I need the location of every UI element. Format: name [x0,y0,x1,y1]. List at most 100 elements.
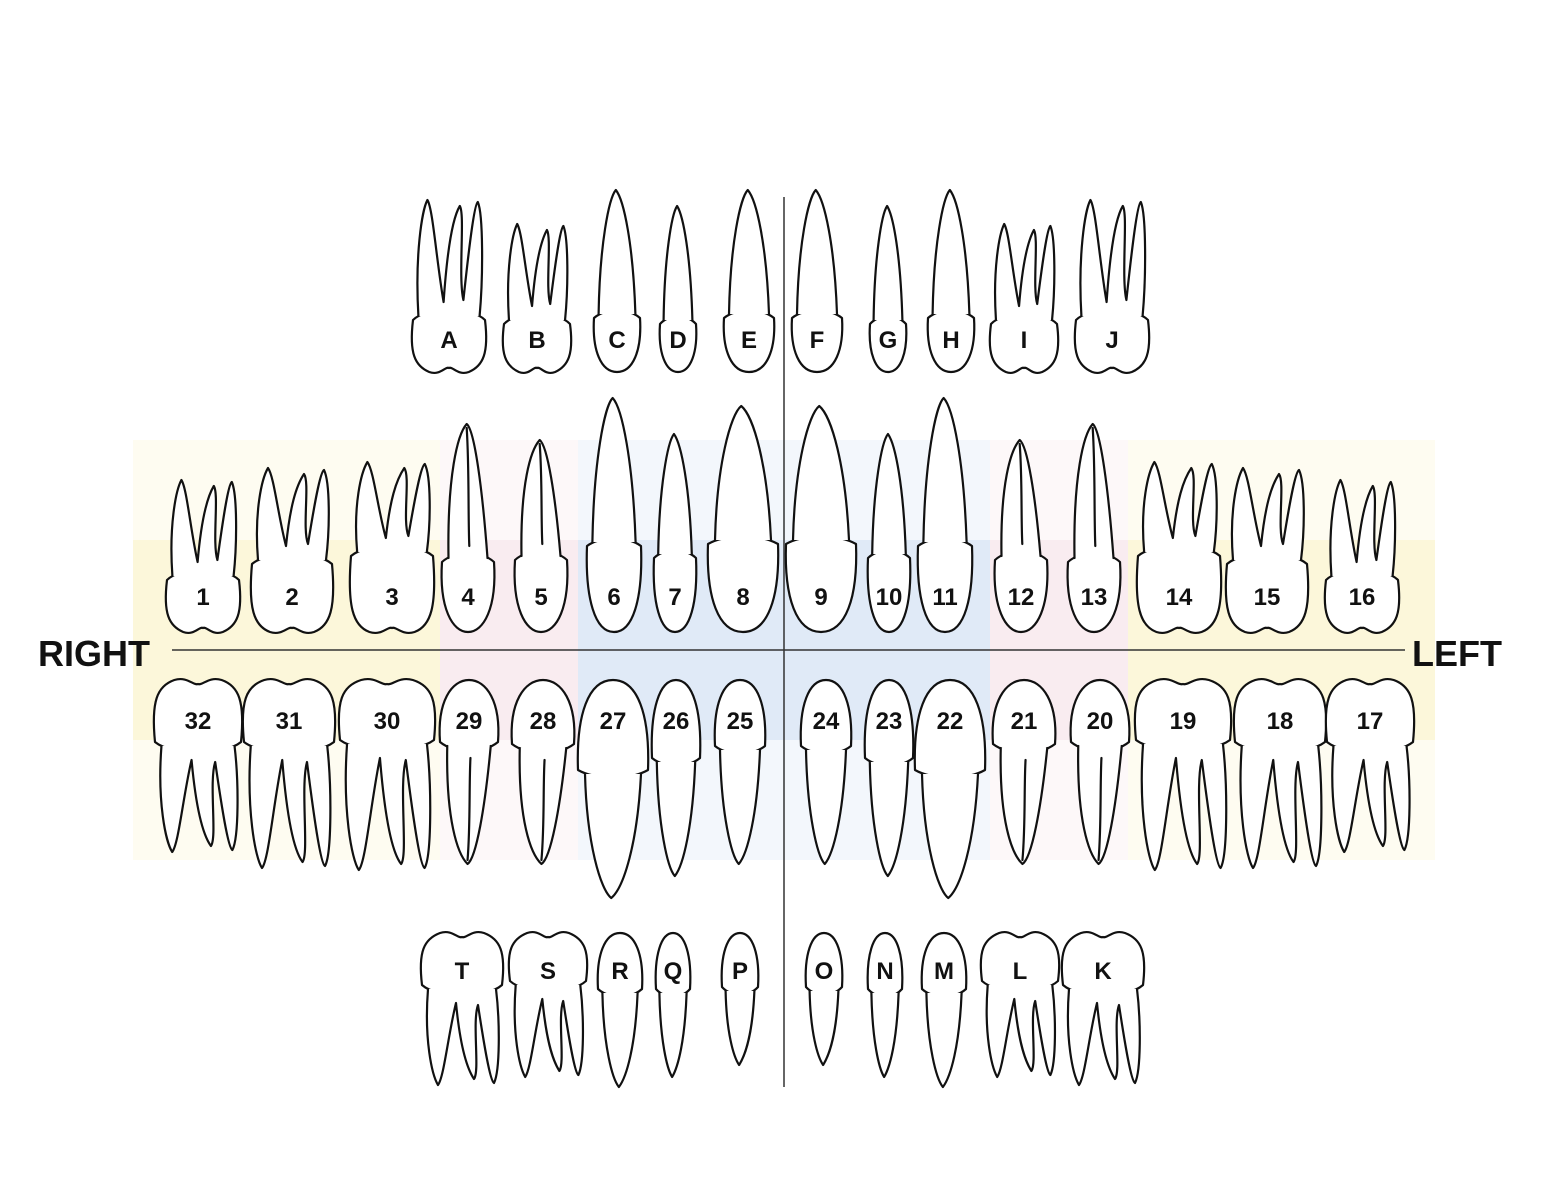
tooth-label-k: K [1094,958,1112,985]
tooth-root-outline [538,442,544,546]
tooth-g[interactable] [868,204,908,374]
tooth-k[interactable] [1060,931,1146,1087]
tooth-c[interactable] [592,188,642,374]
tooth-label-11: 11 [932,584,957,611]
tooth-root-outline [248,744,332,870]
tooth-root-outline [1091,426,1097,548]
tooth-label-4: 4 [461,584,475,611]
tooth-15[interactable] [1224,466,1310,634]
tooth-root-outline [540,758,546,862]
tooth-m[interactable] [920,931,968,1089]
tooth-l[interactable] [979,931,1061,1079]
tooth-8[interactable] [706,404,780,634]
tooth-label-21: 21 [1011,708,1038,735]
tooth-e[interactable] [722,188,776,374]
tooth-1[interactable] [164,478,242,634]
tooth-root-outline [1066,987,1141,1087]
tooth-31[interactable] [241,678,337,870]
tooth-label-j: J [1105,327,1118,354]
tooth-n[interactable] [866,931,904,1079]
tooth-h[interactable] [926,188,976,374]
tooth-label-32: 32 [185,708,212,735]
tooth-label-28: 28 [530,708,557,735]
tooth-root-outline [1097,756,1103,862]
tooth-label-1: 1 [196,584,209,611]
tooth-7[interactable] [652,432,698,634]
tooth-root-outline [727,188,771,316]
tooth-o[interactable] [804,931,844,1067]
tooth-27[interactable] [576,678,650,900]
tooth-23[interactable] [863,678,915,878]
tooth-label-27: 27 [600,708,627,735]
tooth-21[interactable] [991,678,1057,866]
tooth-26[interactable] [650,678,702,878]
tooth-label-p: P [732,958,748,985]
tooth-22[interactable] [913,678,987,900]
tooth-32[interactable] [152,678,244,854]
tooth-j[interactable] [1073,198,1151,374]
tooth-label-r: R [611,958,628,985]
tooth-16[interactable] [1323,478,1401,634]
tooth-root-outline [601,991,639,1089]
tooth-root-outline [159,744,239,854]
tooth-20[interactable] [1069,678,1131,866]
tooth-root-outline [718,748,762,866]
tooth-root-outline [871,432,907,556]
tooth-root-outline [1239,744,1323,870]
tooth-b[interactable] [501,222,573,374]
tooth-5[interactable] [513,438,569,634]
tooth-4[interactable] [440,422,496,634]
tooth-2[interactable] [249,466,335,634]
tooth-root-outline [1079,198,1147,318]
tooth-label-26: 26 [663,708,690,735]
tooth-t[interactable] [419,931,505,1087]
tooth-label-15: 15 [1254,584,1281,611]
tooth-13[interactable] [1066,422,1122,634]
tooth-3[interactable] [348,460,436,634]
tooth-12[interactable] [993,438,1049,634]
tooth-14[interactable] [1135,460,1223,634]
tooth-30[interactable] [337,678,437,872]
tooth-root-outline [724,989,756,1067]
tooth-label-13: 13 [1081,584,1108,611]
tooth-q[interactable] [654,931,692,1079]
tooth-label-9: 9 [814,584,827,611]
tooth-label-8: 8 [736,584,749,611]
tooth-root-outline [993,222,1056,322]
tooth-29[interactable] [438,678,500,866]
tooth-label-h: H [942,327,959,354]
right-side-label: RIGHT [38,633,150,674]
tooth-17[interactable] [1324,678,1416,854]
tooth-6[interactable] [585,396,643,634]
tooth-19[interactable] [1133,678,1233,872]
tooth-s[interactable] [507,931,589,1079]
tooth-root-outline [922,396,968,544]
tooth-f[interactable] [790,188,844,374]
tooth-root-outline [466,756,472,862]
tooth-r[interactable] [596,931,644,1089]
tooth-root-outline [931,188,971,316]
tooth-label-10: 10 [876,584,903,611]
tooth-24[interactable] [799,678,853,866]
tooth-label-d: D [669,327,686,354]
tooth-p[interactable] [720,931,760,1067]
tooth-10[interactable] [866,432,912,634]
tooth-root-outline [925,991,963,1089]
tooth-label-17: 17 [1357,708,1384,735]
tooth-root-outline [658,991,688,1079]
tooth-root-outline [662,204,694,322]
tooth-root-outline [872,204,904,322]
tooth-11[interactable] [916,396,974,634]
tooth-18[interactable] [1232,678,1328,870]
tooth-28[interactable] [510,678,576,866]
tooth-root-outline [506,222,569,322]
tooth-d[interactable] [658,204,698,374]
tooth-9[interactable] [784,404,858,634]
tooth-i[interactable] [988,222,1060,374]
tooth-label-s: S [540,958,556,985]
tooth-a[interactable] [410,198,488,374]
tooth-root-outline [1329,478,1397,578]
tooth-root-outline [170,478,238,578]
tooth-25[interactable] [713,678,767,866]
